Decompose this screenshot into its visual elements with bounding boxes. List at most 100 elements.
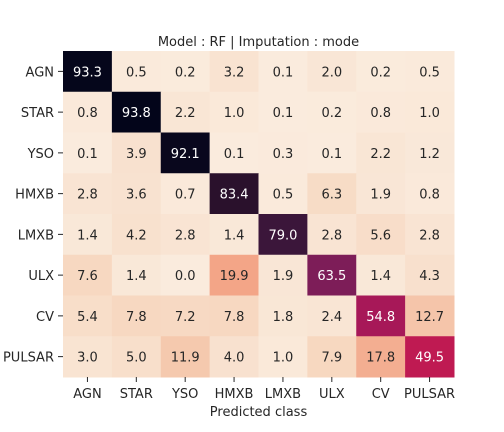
cell-value-label: 4.3 <box>419 269 440 284</box>
x-tick-label: LMXB <box>265 387 301 402</box>
heatmap-cell <box>356 91 406 133</box>
heatmap-cell <box>63 336 113 378</box>
heatmap-cell <box>63 132 113 174</box>
heatmap-cell <box>356 214 406 256</box>
heatmap-cell <box>356 254 406 296</box>
y-tick-label: AGN <box>26 65 54 80</box>
cell-value-label: 0.1 <box>273 65 294 80</box>
y-tick-label: CV <box>36 310 54 325</box>
cell-value-label: 7.2 <box>175 310 196 325</box>
cell-value-label: 1.4 <box>224 228 245 243</box>
cell-value-label: 0.8 <box>419 188 440 203</box>
cell-value-label: 4.0 <box>224 351 245 366</box>
cell-value-label: 6.3 <box>321 188 342 203</box>
heatmap-cell <box>160 254 211 296</box>
cell-value-label: 0.2 <box>370 65 391 80</box>
cell-value-label: 17.8 <box>366 351 395 366</box>
cell-value-label: 83.4 <box>220 188 249 203</box>
heatmap-cell <box>307 254 357 296</box>
heatmap-cell <box>258 132 308 174</box>
heatmap-cell <box>405 336 455 378</box>
cell-value-label: 0.5 <box>273 188 294 203</box>
cell-value-label: 79.0 <box>268 228 297 243</box>
heatmap-cell <box>160 173 211 215</box>
y-tick-label: HMXB <box>15 188 54 203</box>
cell-value-label: 93.8 <box>122 106 151 121</box>
x-tick-label: STAR <box>120 387 153 402</box>
cell-value-label: 63.5 <box>317 269 346 284</box>
heatmap-cell <box>307 295 357 337</box>
heatmap-cell <box>111 254 162 296</box>
heatmap-cell <box>160 91 211 133</box>
heatmap-cell <box>63 51 113 93</box>
cell-value-label: 0.1 <box>77 147 98 162</box>
cell-value-label: 2.8 <box>77 188 98 203</box>
y-tick-label: PULSAR <box>3 351 54 366</box>
cell-value-label: 5.6 <box>370 228 391 243</box>
y-tick-label: ULX <box>28 269 54 284</box>
cell-value-label: 2.2 <box>175 106 196 121</box>
heatmap-cell <box>160 214 211 256</box>
cell-value-label: 2.8 <box>321 228 342 243</box>
x-tick-label: ULX <box>319 387 345 402</box>
cell-value-label: 0.2 <box>175 65 196 80</box>
cell-value-label: 1.9 <box>370 188 391 203</box>
y-tick-label: YSO <box>27 147 54 162</box>
heatmap-cell <box>307 336 357 378</box>
heatmap-cell <box>356 295 406 337</box>
cell-value-label: 2.4 <box>321 310 342 325</box>
x-tick-label: HMXB <box>215 387 254 402</box>
cell-value-label: 7.8 <box>224 310 245 325</box>
cell-value-label: 2.0 <box>321 65 342 80</box>
heatmap-cell <box>209 214 259 256</box>
cell-value-label: 1.9 <box>273 269 294 284</box>
heatmap-cell <box>356 336 406 378</box>
heatmap-cell <box>307 173 357 215</box>
cell-value-label: 1.4 <box>370 269 391 284</box>
heatmap-cell <box>209 132 259 174</box>
heatmap-cell <box>63 173 113 215</box>
cell-value-label: 7.8 <box>126 310 147 325</box>
x-tick-label: AGN <box>73 387 101 402</box>
heatmap-cell <box>405 295 455 337</box>
cell-value-label: 4.2 <box>126 228 147 243</box>
cell-value-label: 1.4 <box>77 228 98 243</box>
y-axis: AGN STAR YSO HMXB LMXB ULX CV PULSAR <box>3 65 63 366</box>
cell-value-label: 49.5 <box>415 351 444 366</box>
heatmap-cell <box>405 132 455 174</box>
heatmap-cell <box>405 51 455 93</box>
cell-value-label: 0.8 <box>77 106 98 121</box>
cell-value-label: 0.0 <box>175 269 196 284</box>
cell-value-label: 2.8 <box>175 228 196 243</box>
heatmap-cell <box>63 91 113 133</box>
cell-value-label: 0.1 <box>273 106 294 121</box>
cell-value-label: 11.9 <box>171 351 200 366</box>
heatmap-cell <box>209 51 259 93</box>
cell-value-label: 0.3 <box>273 147 294 162</box>
cell-value-label: 92.1 <box>171 147 200 162</box>
heatmap-cell <box>405 173 455 215</box>
cell-value-label: 1.0 <box>273 351 294 366</box>
heatmap-cell <box>160 336 211 378</box>
heatmap-cell <box>258 295 308 337</box>
heatmap-cell <box>405 254 455 296</box>
heatmap-cell <box>209 254 259 296</box>
cell-value-label: 5.0 <box>126 351 147 366</box>
cell-value-label: 2.2 <box>370 147 391 162</box>
heatmap-cell <box>258 91 308 133</box>
heatmap-cell <box>307 132 357 174</box>
cell-value-label: 3.6 <box>126 188 147 203</box>
heatmap-cell <box>258 214 308 256</box>
heatmap-cell <box>405 214 455 256</box>
x-axis: AGN STAR YSO HMXB LMXB ULX CV PULSAR <box>73 377 455 402</box>
x-tick-label: YSO <box>171 387 198 402</box>
cell-value-label: 5.4 <box>77 310 98 325</box>
heatmap-cell <box>307 214 357 256</box>
cell-value-label: 93.3 <box>73 65 102 80</box>
heatmap-cell <box>209 295 259 337</box>
cell-value-label: 2.8 <box>419 228 440 243</box>
heatmap-cell <box>111 132 162 174</box>
x-tick-label: PULSAR <box>404 387 455 402</box>
cell-value-label: 0.7 <box>175 188 196 203</box>
